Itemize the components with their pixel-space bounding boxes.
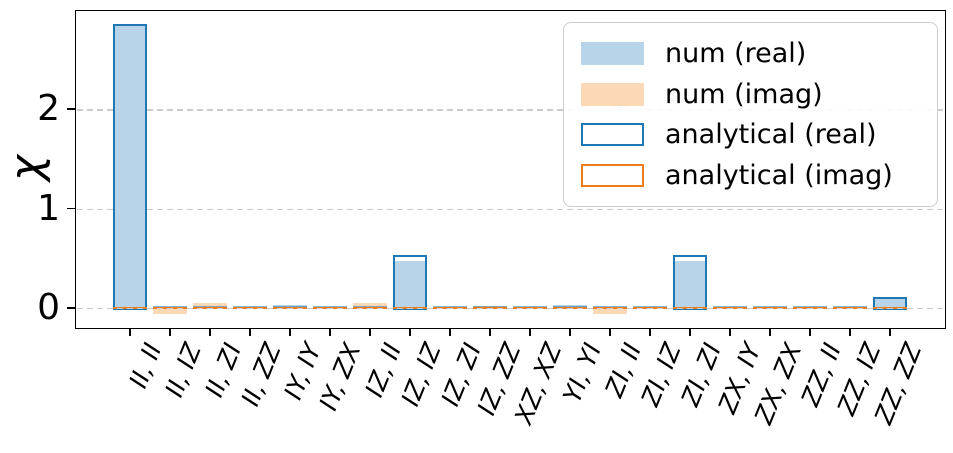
legend-item-num-real: num (real) — [564, 40, 937, 67]
legend-label-num-real: num (real) — [665, 38, 807, 70]
bar-analytical-real — [113, 24, 147, 310]
legend-label-analytical-real: analytical (real) — [665, 119, 877, 151]
x-tick-mark — [129, 329, 131, 336]
bar-analytical-real — [393, 255, 427, 310]
x-tick-mark — [329, 329, 331, 336]
legend-label-num-imag: num (imag) — [665, 78, 823, 110]
x-tick-mark — [649, 329, 651, 336]
legend-item-num-imag: num (imag) — [564, 81, 937, 108]
legend-label-analytical-imag: analytical (imag) — [665, 159, 893, 191]
y-tick-label: 1 — [37, 187, 60, 229]
x-tick-mark — [849, 329, 851, 336]
y-tick-mark — [67, 307, 75, 309]
x-tick-mark — [249, 329, 251, 336]
y-tick-label: 0 — [37, 287, 60, 328]
legend-item-analytical-real: analytical (real) — [564, 121, 937, 148]
bar-num-real — [673, 261, 707, 308]
bar-num-real — [113, 24, 147, 308]
x-tick-mark — [529, 329, 531, 336]
y-tick-label: 2 — [37, 88, 60, 129]
x-tick-mark — [769, 329, 771, 336]
y-tick-mark — [67, 108, 75, 110]
x-tick-mark — [609, 329, 611, 336]
bar-num-imag — [153, 308, 187, 314]
x-tick-mark — [569, 329, 571, 336]
bar-num-real — [873, 299, 907, 308]
x-tick-mark — [369, 329, 371, 336]
y-tick-mark — [67, 207, 75, 210]
x-tick-mark — [289, 329, 291, 336]
x-tick-mark — [809, 329, 811, 336]
x-tick-mark — [209, 329, 211, 336]
bar-analytical-real — [673, 255, 707, 310]
gridline — [77, 208, 943, 210]
legend-swatch-num-real-icon — [581, 42, 644, 66]
gridline-zero — [77, 307, 943, 309]
legend-swatch-num-imag-icon — [581, 82, 644, 106]
x-tick-label: II, II — [122, 339, 167, 392]
legend-item-analytical-imag: analytical (imag) — [564, 162, 937, 189]
bar-num-imag — [193, 303, 227, 308]
x-tick-mark — [889, 329, 891, 336]
x-tick-label: II, IZ — [159, 339, 207, 401]
bar-num-imag — [593, 308, 627, 314]
legend: num (real) num (imag) analytical (real) … — [563, 22, 938, 207]
x-tick-mark — [169, 329, 171, 336]
x-tick-mark — [689, 329, 691, 336]
legend-swatch-analytical-imag-icon — [581, 163, 644, 187]
x-tick-mark — [449, 329, 451, 336]
legend-swatch-analytical-real-icon — [581, 123, 644, 147]
x-tick-mark — [409, 329, 411, 336]
gridline — [77, 109, 943, 111]
x-tick-mark — [729, 329, 731, 336]
bar-num-real — [393, 261, 427, 308]
bar-num-imag — [353, 303, 387, 308]
x-tick-mark — [489, 329, 491, 336]
